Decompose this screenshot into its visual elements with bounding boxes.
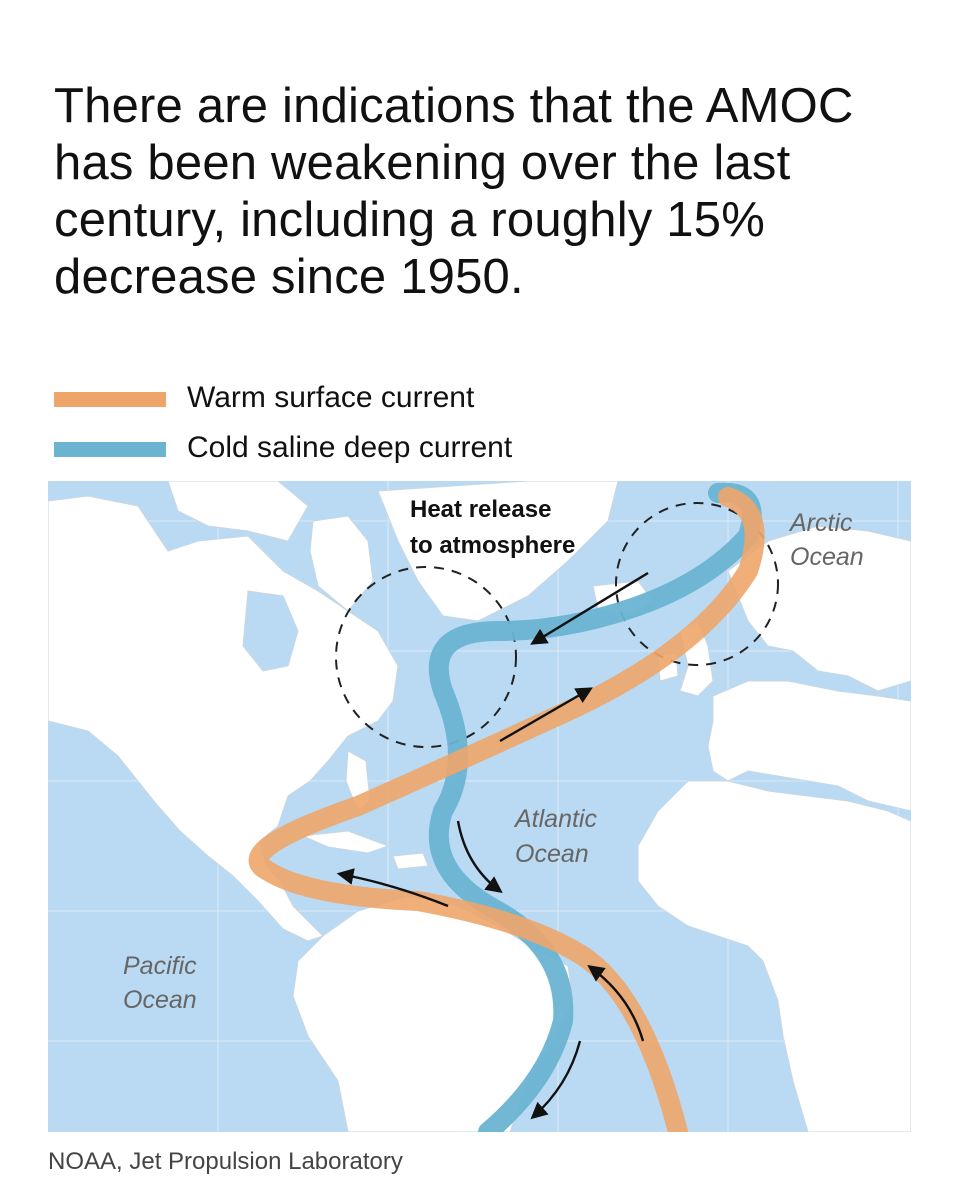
greenland [377, 481, 619, 622]
amoc-map: Heat release to atmosphere Arctic Ocean … [48, 481, 911, 1132]
hudson-bay [242, 590, 299, 672]
atlantic-ocean-label-1: Atlantic [513, 805, 597, 833]
arrow-south-atlantic-north [587, 965, 645, 1042]
land [48, 481, 911, 1132]
arrow-deep-south-atlantic [530, 1040, 582, 1120]
map-svg: Heat release to atmosphere Arctic Ocean … [48, 481, 911, 1132]
headline: There are indications that the AMOC has … [54, 79, 854, 304]
arctic-islands [167, 481, 309, 542]
cuba [301, 830, 390, 854]
hispaniola [392, 852, 429, 870]
warm-surface-current [248, 487, 765, 1132]
legend-label-warm: Warm surface current [187, 381, 475, 414]
arrow-caribbean-west [336, 868, 449, 908]
map-labels: Heat release to atmosphere Arctic Ocean … [123, 496, 864, 1014]
heat-release-circle-west [335, 566, 517, 748]
heat-release-label-1: Heat release [410, 496, 551, 523]
flow-arrows [336, 571, 649, 1120]
heat-release-circle-east [615, 502, 779, 666]
arrow-arctic-south [530, 571, 649, 645]
arctic-ocean-label-1: Arctic [788, 509, 853, 537]
europe [707, 680, 911, 812]
atlantic-ocean-label-2: Ocean [515, 840, 589, 868]
arrow-deep-south [456, 820, 503, 893]
arrow-gulf-stream [499, 687, 593, 743]
pacific-ocean-label-1: Pacific [123, 952, 197, 980]
heat-release-label-2: to atmosphere [410, 532, 575, 559]
north-america [48, 495, 399, 942]
source-credit: NOAA, Jet Propulsion Laboratory [48, 1148, 403, 1175]
cold-deep-current [428, 482, 762, 1132]
cold-current-swatch [54, 442, 166, 457]
legend-label-cold: Cold saline deep current [187, 431, 513, 464]
pacific-ocean-label-2: Ocean [123, 986, 197, 1014]
africa [637, 780, 911, 1132]
warm-current-swatch [54, 392, 166, 407]
scandinavia [727, 525, 911, 692]
arctic-ocean-label-2: Ocean [790, 543, 864, 571]
